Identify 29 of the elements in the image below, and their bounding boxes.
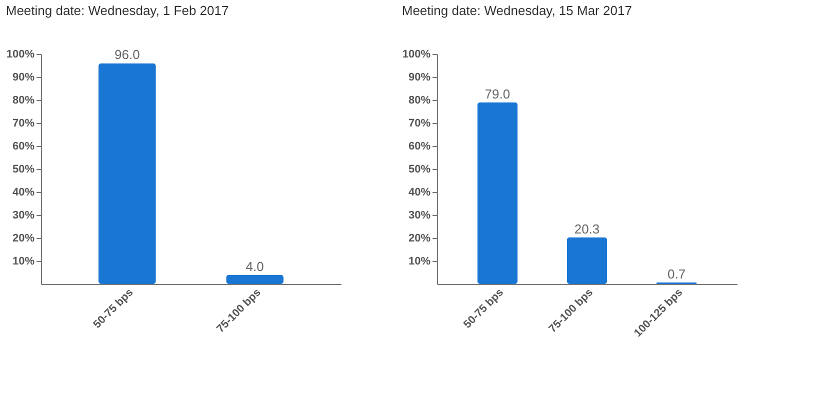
y-tick-label: 100% — [402, 48, 431, 60]
bar — [566, 237, 608, 284]
bar — [477, 102, 518, 284]
y-tick-label: 20% — [12, 232, 35, 244]
y-tick-label: 40% — [12, 186, 35, 198]
data-label: 96.0 — [114, 47, 140, 62]
y-tick-label: 10% — [408, 256, 431, 268]
y-tick-label: 80% — [12, 94, 35, 106]
y-tick-label: 50% — [408, 164, 431, 176]
y-tick-label: 40% — [408, 186, 431, 198]
data-label: 0.7 — [668, 266, 686, 282]
data-label: 20.3 — [574, 221, 600, 236]
y-tick-label: 10% — [12, 256, 35, 268]
data-label: 4.0 — [246, 258, 264, 274]
y-tick-label: 90% — [12, 72, 35, 84]
y-tick-label: 60% — [12, 140, 35, 152]
y-tick-label: 90% — [408, 72, 431, 84]
y-tick-label: 70% — [12, 118, 35, 130]
data-label: 79.0 — [484, 86, 510, 102]
y-tick-label: 100% — [6, 48, 35, 60]
y-tick-label: 50% — [12, 164, 35, 176]
chart-title: Meeting date: Wednesday, 1 Feb 2017 — [6, 3, 229, 18]
y-tick-label: 70% — [408, 118, 431, 130]
y-tick-label: 60% — [408, 140, 431, 152]
y-tick-label: 30% — [408, 210, 431, 222]
y-tick-label: 80% — [408, 94, 431, 106]
chart-title: Meeting date: Wednesday, 15 Mar 2017 — [402, 3, 632, 18]
y-tick-label: 20% — [408, 232, 431, 244]
y-tick-label: 30% — [12, 210, 35, 222]
